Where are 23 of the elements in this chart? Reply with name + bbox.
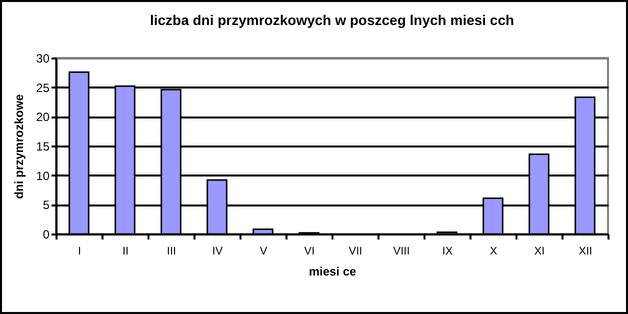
y-axis-title: dni przymrozkowe [12, 94, 26, 199]
x-axis-title: miesi ce [308, 264, 357, 278]
x-tick-label: V [260, 246, 268, 258]
y-tick-label: 5 [42, 198, 50, 212]
y-tick-label: 10 [36, 168, 50, 183]
x-tick-label: VII [348, 246, 362, 258]
y-tick-label: 30 [36, 52, 50, 66]
chart-title: liczba dni przymrozkowych w poszceg lnych miesi cch [150, 12, 514, 28]
x-tick-label: X [490, 246, 498, 258]
x-tick-label: IX [442, 246, 454, 258]
y-tick-label: 25 [36, 80, 50, 95]
x-tick-label: III [166, 246, 176, 258]
x-tick-label: XI [534, 246, 545, 258]
y-tick-label: 15 [36, 140, 50, 154]
bar [252, 228, 274, 235]
x-tick-label: II [122, 246, 129, 258]
x-tick-label: I [78, 246, 82, 258]
x-tick-label: IV [212, 246, 224, 258]
x-tick-label: XII [578, 246, 592, 258]
y-tick-label: 0 [42, 228, 50, 242]
x-tick-label: VIII [393, 246, 410, 258]
y-tick-label: 20 [36, 110, 50, 124]
x-tick-label: VI [304, 246, 315, 258]
